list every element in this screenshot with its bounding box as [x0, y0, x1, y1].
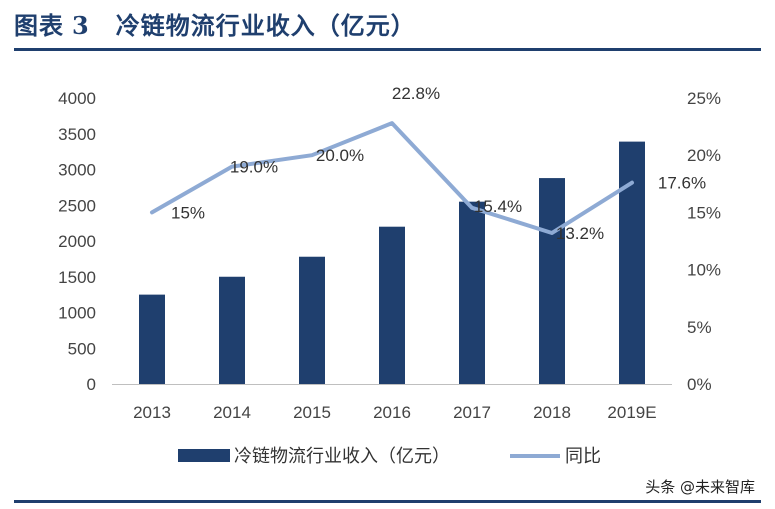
bar [219, 276, 245, 384]
bottom-rule [14, 500, 761, 503]
x-tick-label: 2019E [607, 403, 656, 422]
data-label: 17.6% [658, 174, 706, 193]
y-left-tick-label: 2000 [58, 232, 96, 251]
x-tick-label: 2018 [533, 403, 571, 422]
y-left-tick-label: 3000 [58, 161, 96, 180]
legend-bar-swatch [178, 449, 230, 462]
figure-caption: 冷链物流行业收入（亿元） [115, 11, 416, 40]
bar [539, 178, 565, 384]
legend-line-label: 同比 [565, 446, 601, 466]
bar [379, 226, 405, 384]
series-line [150, 121, 634, 235]
bar [139, 294, 165, 384]
data-label: 15% [171, 203, 205, 222]
y-right-tick-label: 15% [687, 203, 721, 222]
x-tick-label: 2016 [373, 403, 411, 422]
figure-number: 3 [72, 11, 90, 40]
y-left-tick-label: 4000 [58, 89, 96, 108]
watermark: 头条 @未来智库 [645, 478, 755, 496]
y-right-tick-label: 5% [687, 318, 712, 337]
bar [459, 201, 485, 384]
x-tick-label: 2014 [213, 403, 251, 422]
x-tick-label: 2017 [453, 403, 491, 422]
top-rule [14, 48, 761, 51]
data-label: 19.0% [230, 158, 278, 177]
data-label: 15.4% [474, 197, 522, 216]
figure-title: 图表 3 冷链物流行业收入（亿元） [14, 6, 416, 41]
data-label: 13.2% [556, 224, 604, 243]
bar [619, 141, 645, 384]
y-right-tick-label: 25% [687, 89, 721, 108]
y-left-tick-label: 1500 [58, 268, 96, 287]
y-right-tick-label: 10% [687, 261, 721, 280]
x-tick-label: 2015 [293, 403, 331, 422]
x-tick-label: 2013 [133, 403, 171, 422]
figure-label: 图表 [14, 11, 64, 40]
y-left-tick-label: 2500 [58, 196, 96, 215]
y-left-tick-label: 500 [68, 339, 96, 358]
legend-bar-label: 冷链物流行业收入（亿元） [234, 446, 450, 466]
y-left-tick-label: 0 [87, 375, 96, 394]
data-label: 20.0% [316, 146, 364, 165]
data-label: 22.8% [392, 84, 440, 103]
bar [299, 256, 325, 384]
y-right-tick-label: 20% [687, 146, 721, 165]
y-right-tick-label: 0% [687, 375, 712, 394]
y-left-tick-label: 3500 [58, 125, 96, 144]
y-left-tick-label: 1000 [58, 304, 96, 323]
